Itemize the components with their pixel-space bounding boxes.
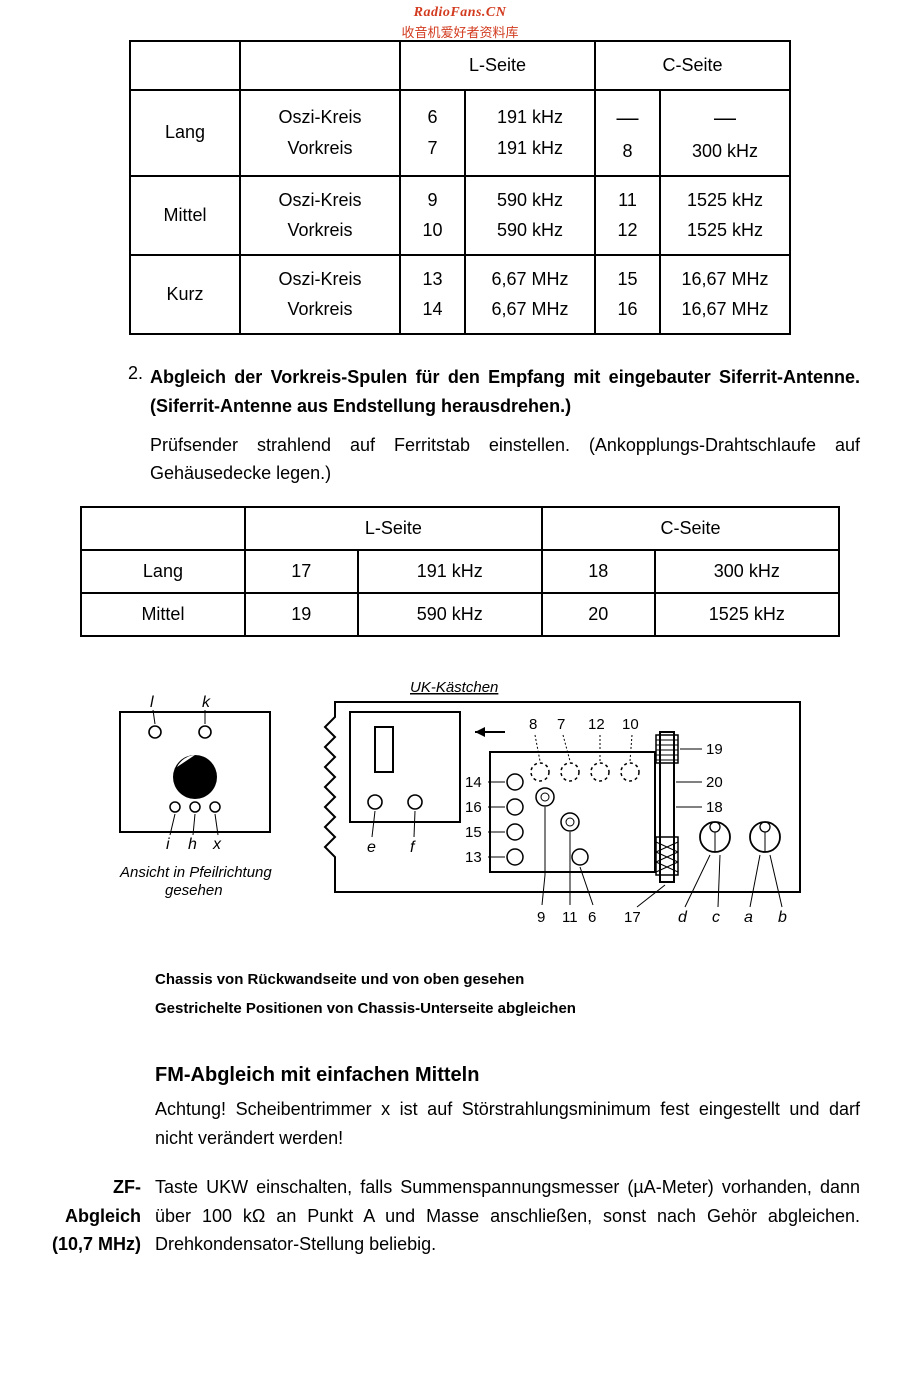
watermark-chinese: 收音机爱好者资料库 [401,22,518,41]
svg-text:14: 14 [465,774,482,791]
cell-cf: 1525 kHz1525 kHz [660,176,790,255]
th-lseite: L-Seite [400,41,595,90]
cell-band: Mittel [130,176,240,255]
alignment-table-1: L-Seite C-Seite Lang Oszi-KreisVorkreis … [129,40,791,335]
svg-text:c: c [712,909,720,926]
cell-ln: 910 [400,176,465,255]
table-row: Mittel Oszi-KreisVorkreis 910 590 kHz590… [130,176,790,255]
svg-text:Ansicht in Pfeilrichtung: Ansicht in Pfeilrichtung [119,864,272,881]
svg-text:8: 8 [529,716,537,733]
svg-text:7: 7 [557,716,565,733]
fig-title: UK-Kästchen [410,679,498,696]
cell-cn: —8 [595,90,660,176]
th-blank [81,507,245,550]
th-blank [130,41,240,90]
cell-band: Kurz [130,255,240,334]
figure-caption-1: Chassis von Rückwandseite und von oben g… [155,966,870,993]
cell-lf: 590 kHz590 kHz [465,176,595,255]
chassis-diagram: UK-Kästchen l k i h x Ansicht in Pfeilri… [110,677,810,952]
th-cseite: C-Seite [595,41,790,90]
svg-text:h: h [188,836,197,853]
svg-text:10: 10 [622,716,639,733]
th-cseite: C-Seite [542,507,839,550]
table-row: Mittel 19 590 kHz 20 1525 kHz [81,593,839,636]
cell-cf: 16,67 MHz16,67 MHz [660,255,790,334]
svg-text:15: 15 [465,824,482,841]
svg-text:k: k [202,694,211,711]
cell-band: Lang [130,90,240,176]
svg-text:i: i [166,836,170,853]
table-row: L-Seite C-Seite [130,41,790,90]
cell-lf: 191 kHz191 kHz [465,90,595,176]
svg-text:12: 12 [588,716,605,733]
zf-body: Taste UKW einschalten, falls Summenspann… [155,1173,870,1259]
cell-ln: 19 [245,593,358,636]
cell-kreis: Oszi-KreisVorkreis [240,255,400,334]
table-row: L-Seite C-Seite [81,507,839,550]
svg-text:l: l [150,694,154,711]
step-text-bold: Abgleich der Vorkreis-Spulen für den Emp… [150,367,860,416]
cell-cn: 1516 [595,255,660,334]
table-row: Kurz Oszi-KreisVorkreis 1314 6,67 MHz6,6… [130,255,790,334]
cell-kreis: Oszi-KreisVorkreis [240,176,400,255]
svg-text:9: 9 [537,909,545,926]
th-blank [240,41,400,90]
step-2: 2. Abgleich der Vorkreis-Spulen für den … [128,363,870,421]
cell-lf: 590 kHz [358,593,542,636]
figure-caption-2: Gestrichelte Positionen von Chassis-Unte… [155,995,870,1022]
cell-cn: 1112 [595,176,660,255]
svg-text:e: e [367,839,376,856]
svg-text:gesehen: gesehen [165,882,223,899]
cell-ln: 1314 [400,255,465,334]
cell-cf: 1525 kHz [655,593,839,636]
table-row: Lang Oszi-KreisVorkreis 67 191 kHz191 kH… [130,90,790,176]
svg-text:x: x [212,836,222,853]
watermark-brand: RadioFans.CN [414,5,507,21]
alignment-table-2: L-Seite C-Seite Lang 17 191 kHz 18 300 k… [80,506,840,637]
svg-text:16: 16 [465,799,482,816]
svg-text:13: 13 [465,849,482,866]
cell-ln: 67 [400,90,465,176]
svg-text:18: 18 [706,799,723,816]
svg-text:17: 17 [624,909,641,926]
cell-ln: 17 [245,550,358,593]
cell-cn: 20 [542,593,655,636]
zf-section: ZF-Abgleich(10,7 MHz) Taste UKW einschal… [50,1173,870,1259]
cell-cf: —300 kHz [660,90,790,176]
cell-kreis: Oszi-KreisVorkreis [240,90,400,176]
th-lseite: L-Seite [245,507,542,550]
svg-text:f: f [410,839,416,856]
cell-cf: 300 kHz [655,550,839,593]
step-number: 2. [128,363,150,421]
svg-text:6: 6 [588,909,596,926]
svg-text:b: b [778,909,787,926]
svg-text:11: 11 [562,909,578,926]
svg-text:d: d [678,909,688,926]
fm-body: Achtung! Scheibentrimmer x ist auf Störs… [155,1095,870,1153]
svg-text:20: 20 [706,774,723,791]
cell-lf: 191 kHz [358,550,542,593]
step-text: Prüfsender strahlend auf Ferritstab eins… [150,431,870,489]
cell-lf: 6,67 MHz6,67 MHz [465,255,595,334]
cell-cn: 18 [542,550,655,593]
svg-text:a: a [744,909,753,926]
fm-heading: FM-Abgleich mit einfachen Mitteln [155,1064,870,1087]
zf-label: ZF-Abgleich(10,7 MHz) [50,1173,155,1259]
cell-band: Lang [81,550,245,593]
svg-text:19: 19 [706,741,723,758]
cell-band: Mittel [81,593,245,636]
table-row: Lang 17 191 kHz 18 300 kHz [81,550,839,593]
